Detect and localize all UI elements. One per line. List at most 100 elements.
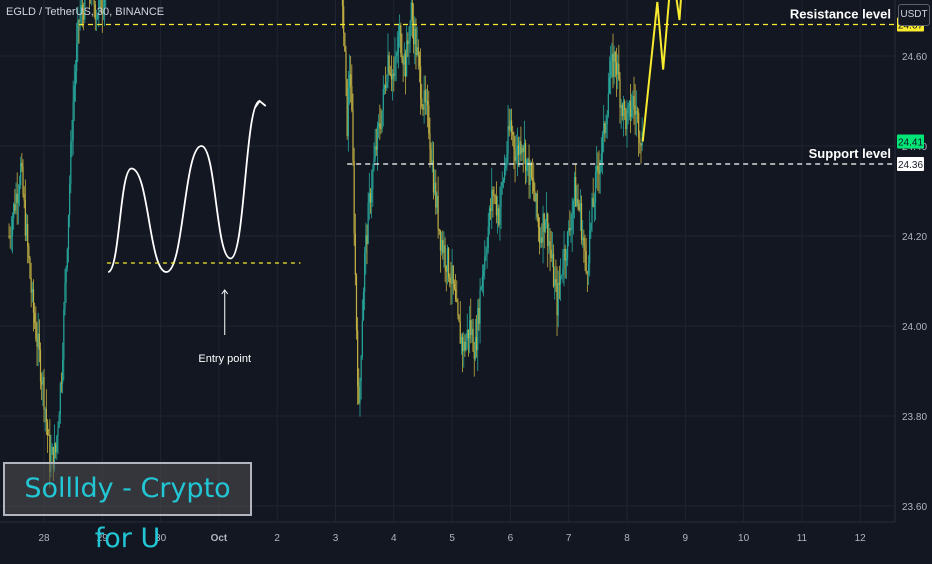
candle-body <box>457 302 459 316</box>
candle-body <box>427 101 429 106</box>
candle-body <box>394 59 396 76</box>
candle-body <box>28 246 30 259</box>
candle-body <box>443 245 445 253</box>
candle-body <box>547 213 549 246</box>
candle-body <box>343 6 345 34</box>
candle-body <box>638 112 640 139</box>
candle-body <box>585 251 587 273</box>
candle-body <box>489 208 492 211</box>
candle-body <box>463 342 465 352</box>
candle-body <box>530 164 532 178</box>
candle-body <box>355 274 358 331</box>
candle-body <box>640 143 642 146</box>
entry-wave-arrowhead <box>253 99 267 109</box>
candle-body <box>399 25 401 37</box>
candle-body <box>51 446 53 455</box>
candle-body <box>31 289 33 293</box>
candle-body <box>49 435 51 472</box>
candle-body <box>411 2 414 21</box>
price-tick-label: 23.80 <box>902 412 927 423</box>
candle-body <box>549 241 551 250</box>
candle-body <box>66 249 68 268</box>
candle-body <box>451 265 453 284</box>
candle-body <box>555 279 557 283</box>
candle-body <box>538 227 541 244</box>
symbol-title[interactable]: EGLD / TetherUS, 30, BINANCE <box>6 6 165 18</box>
candle-body <box>15 193 17 211</box>
candle-body <box>583 237 585 246</box>
candle-body <box>36 338 38 347</box>
time-tick-label: 9 <box>683 533 689 544</box>
candle-body <box>599 162 601 175</box>
candle-body <box>416 47 418 55</box>
candle-body <box>385 85 387 88</box>
candle-body <box>32 289 35 313</box>
candle-body <box>516 145 518 157</box>
candle-body <box>421 98 423 107</box>
candle-body <box>636 111 639 113</box>
candle-body <box>454 289 457 300</box>
currency-button[interactable]: USDT <box>898 4 930 26</box>
candle-body <box>8 236 10 237</box>
candle-body <box>614 52 616 62</box>
candle-body <box>39 349 42 382</box>
candle-body <box>592 197 594 207</box>
candle-body <box>522 147 524 152</box>
candle-body <box>369 193 372 203</box>
time-tick-label: 30 <box>155 533 167 544</box>
candle-body <box>387 55 389 82</box>
candle-body <box>52 446 54 469</box>
candle-body <box>14 204 16 211</box>
candle-body <box>571 213 573 230</box>
candle-body <box>552 253 555 287</box>
candle-body <box>65 267 67 284</box>
candle-body <box>519 141 521 155</box>
candle-body <box>612 54 614 77</box>
candle-body <box>350 74 352 87</box>
candle-body <box>523 142 525 152</box>
time-tick-label: 8 <box>624 533 630 544</box>
last-price-text: 24.41 <box>898 138 923 149</box>
candle-body <box>619 79 621 108</box>
price-tick-label: 24.20 <box>902 232 927 243</box>
price-badge-text: 24.67 <box>898 21 923 32</box>
candle-body <box>512 131 514 136</box>
candle-body <box>556 282 558 316</box>
candle-body <box>564 248 566 261</box>
candle-body <box>471 328 473 335</box>
resistance-label: Resistance level <box>790 7 891 22</box>
candle-body <box>575 176 577 207</box>
candle-body <box>55 443 57 453</box>
time-tick-label: 6 <box>508 533 514 544</box>
candle-body <box>417 47 419 56</box>
candle-body <box>482 270 485 276</box>
candle-body <box>473 351 475 359</box>
candle-body <box>35 323 37 339</box>
candle-body <box>494 195 496 197</box>
candle-body <box>543 213 545 232</box>
candle-body <box>372 168 374 190</box>
candle-body <box>406 40 408 77</box>
candle-body <box>572 200 574 214</box>
candle-body <box>63 309 65 360</box>
watermark-label: Sollldy - Crypto for U <box>3 462 252 554</box>
candle-body <box>521 147 523 154</box>
candle-body <box>515 156 517 161</box>
candle-body <box>478 307 480 324</box>
time-tick-label: 28 <box>38 533 50 544</box>
time-axis[interactable] <box>0 522 895 550</box>
candle-body <box>368 193 370 203</box>
time-tick-label: 12 <box>855 533 867 544</box>
candle-body <box>410 2 412 23</box>
candle-body <box>76 43 78 72</box>
candle-body <box>586 272 588 274</box>
candle-body <box>508 126 510 130</box>
candle-body <box>441 239 443 251</box>
candle-body <box>10 235 12 238</box>
candle-body <box>557 282 559 316</box>
price-axis[interactable] <box>895 0 932 550</box>
candle-body <box>563 248 565 269</box>
candle-body <box>45 408 47 422</box>
candle-body <box>492 189 494 196</box>
candle-body <box>409 22 411 43</box>
